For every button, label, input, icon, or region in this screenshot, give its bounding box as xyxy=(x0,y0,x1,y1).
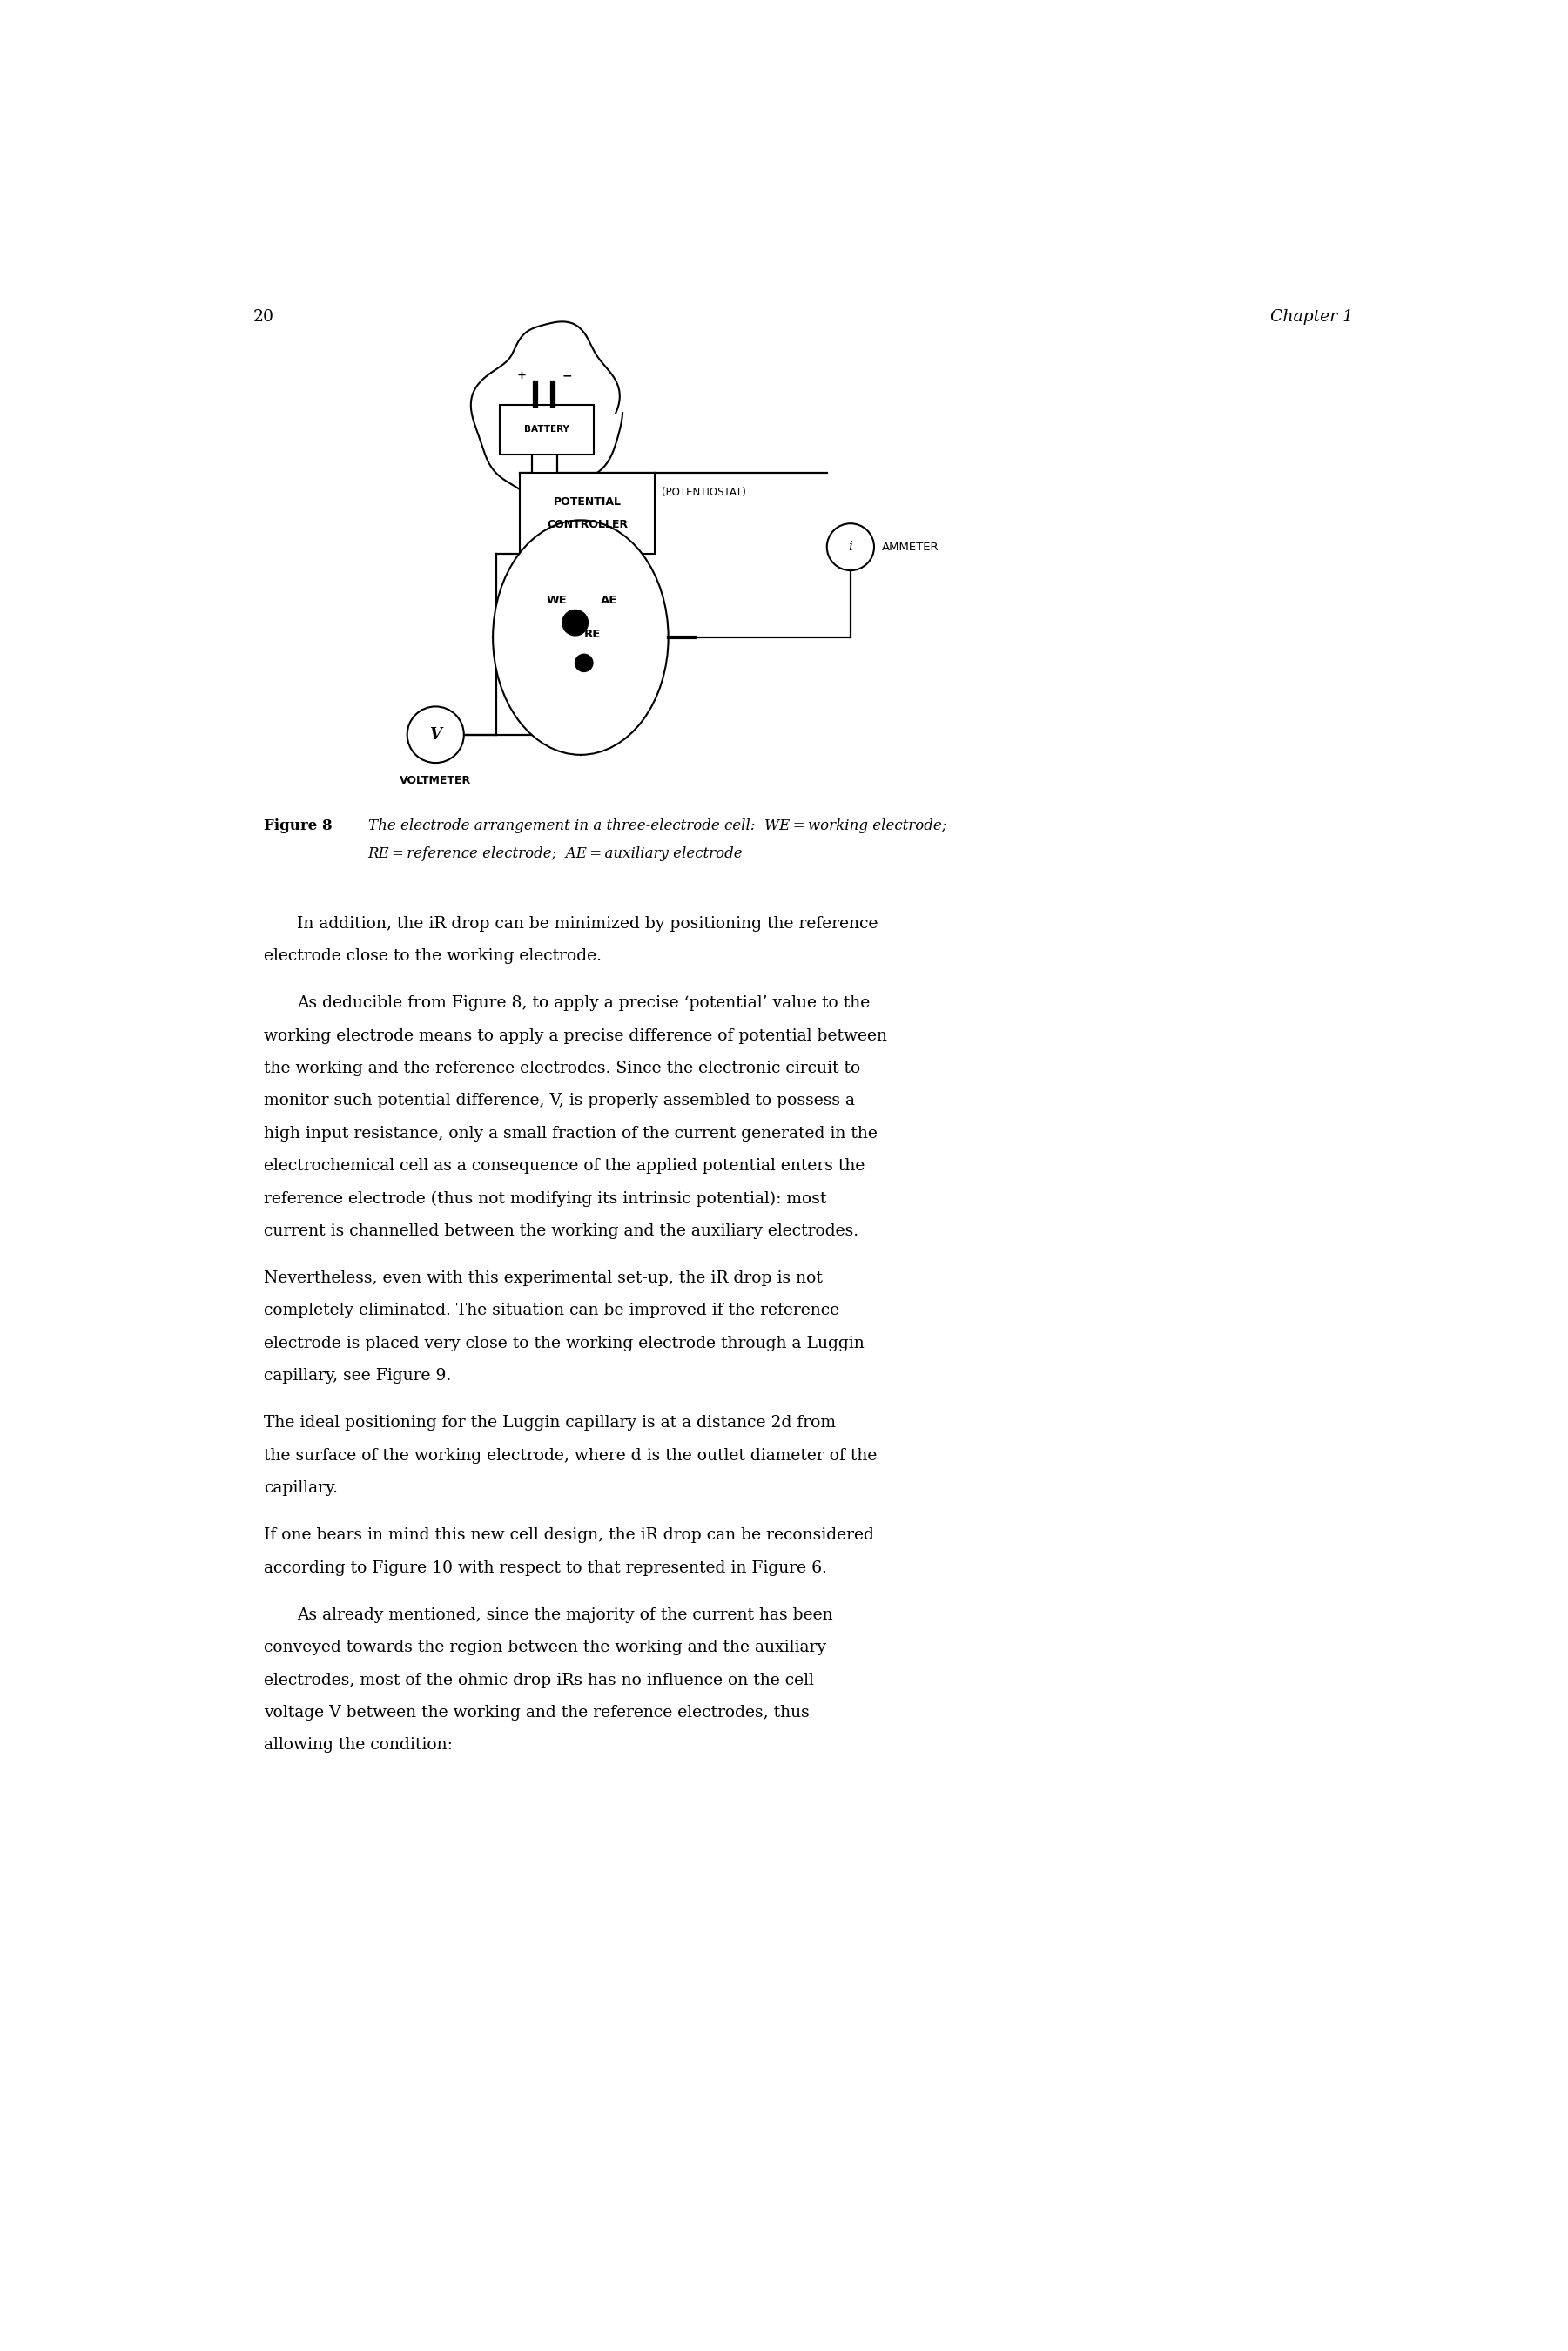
Text: BATTERY: BATTERY xyxy=(524,426,569,435)
Text: current is channelled between the working and the auxiliary electrodes.: current is channelled between the workin… xyxy=(263,1223,858,1239)
Text: 20: 20 xyxy=(254,308,274,324)
Text: VOLTMETER: VOLTMETER xyxy=(400,776,472,785)
Text: i: i xyxy=(848,541,853,552)
Text: the surface of the working electrode, where d is the outlet diameter of the: the surface of the working electrode, wh… xyxy=(263,1448,877,1462)
Circle shape xyxy=(826,524,873,571)
Text: If one bears in mind this new cell design, the iR drop can be reconsidered: If one bears in mind this new cell desig… xyxy=(263,1528,873,1542)
Text: RE = reference electrode;  AE = auxiliary electrode: RE = reference electrode; AE = auxiliary… xyxy=(368,846,743,860)
Text: RE: RE xyxy=(583,628,601,639)
Text: V: V xyxy=(430,726,442,743)
Text: Chapter 1: Chapter 1 xyxy=(1270,308,1353,324)
Text: +: + xyxy=(516,371,525,381)
Text: The ideal positioning for the Luggin capillary is at a distance 2d from: The ideal positioning for the Luggin cap… xyxy=(263,1415,836,1432)
Text: high input resistance, only a small fraction of the current generated in the: high input resistance, only a small frac… xyxy=(263,1126,877,1140)
Text: reference electrode (thus not modifying its intrinsic potential): most: reference electrode (thus not modifying … xyxy=(263,1190,826,1206)
Text: electrode close to the working electrode.: electrode close to the working electrode… xyxy=(263,947,601,964)
Bar xyxy=(500,404,594,454)
Text: CONTROLLER: CONTROLLER xyxy=(547,520,627,531)
Circle shape xyxy=(561,609,588,637)
Circle shape xyxy=(574,654,593,672)
Text: according to Figure 10 with respect to that represented in Figure 6.: according to Figure 10 with respect to t… xyxy=(263,1561,826,1575)
Text: monitor such potential difference, V, is properly assembled to possess a: monitor such potential difference, V, is… xyxy=(263,1093,855,1110)
Text: Figure 8: Figure 8 xyxy=(263,818,332,832)
Text: As deducible from Figure 8, to apply a precise ‘potential’ value to the: As deducible from Figure 8, to apply a p… xyxy=(298,994,870,1011)
Text: conveyed towards the region between the working and the auxiliary: conveyed towards the region between the … xyxy=(263,1639,826,1655)
Text: electrodes, most of the ohmic drop iRs has no influence on the cell: electrodes, most of the ohmic drop iRs h… xyxy=(263,1672,814,1688)
Text: POTENTIAL: POTENTIAL xyxy=(554,496,621,508)
Text: −: − xyxy=(561,369,572,381)
Bar xyxy=(521,473,655,555)
Ellipse shape xyxy=(492,520,668,755)
Text: voltage V between the working and the reference electrodes, thus: voltage V between the working and the re… xyxy=(263,1704,809,1721)
Text: allowing the condition:: allowing the condition: xyxy=(263,1737,452,1754)
Text: the working and the reference electrodes. Since the electronic circuit to: the working and the reference electrodes… xyxy=(263,1060,861,1077)
Text: electrode is placed very close to the working electrode through a Luggin: electrode is placed very close to the wo… xyxy=(263,1335,864,1352)
Text: working electrode means to apply a precise difference of potential between: working electrode means to apply a preci… xyxy=(263,1027,887,1044)
Text: AE: AE xyxy=(601,595,618,607)
Text: capillary, see Figure 9.: capillary, see Figure 9. xyxy=(263,1368,452,1385)
Text: AMMETER: AMMETER xyxy=(883,541,939,552)
Text: In addition, the iR drop can be minimized by positioning the reference: In addition, the iR drop can be minimize… xyxy=(298,915,878,931)
Text: completely eliminated. The situation can be improved if the reference: completely eliminated. The situation can… xyxy=(263,1302,839,1319)
Text: capillary.: capillary. xyxy=(263,1481,337,1495)
Text: The electrode arrangement in a three-electrode cell:  WE = working electrode;: The electrode arrangement in a three-ele… xyxy=(368,818,947,832)
Text: (POTENTIOSTAT): (POTENTIOSTAT) xyxy=(662,487,746,498)
Text: WE: WE xyxy=(547,595,568,607)
Circle shape xyxy=(408,708,464,762)
Text: electrochemical cell as a consequence of the applied potential enters the: electrochemical cell as a consequence of… xyxy=(263,1159,864,1173)
Text: As already mentioned, since the majority of the current has been: As already mentioned, since the majority… xyxy=(298,1608,833,1622)
Text: Nevertheless, even with this experimental set-up, the iR drop is not: Nevertheless, even with this experimenta… xyxy=(263,1270,822,1286)
